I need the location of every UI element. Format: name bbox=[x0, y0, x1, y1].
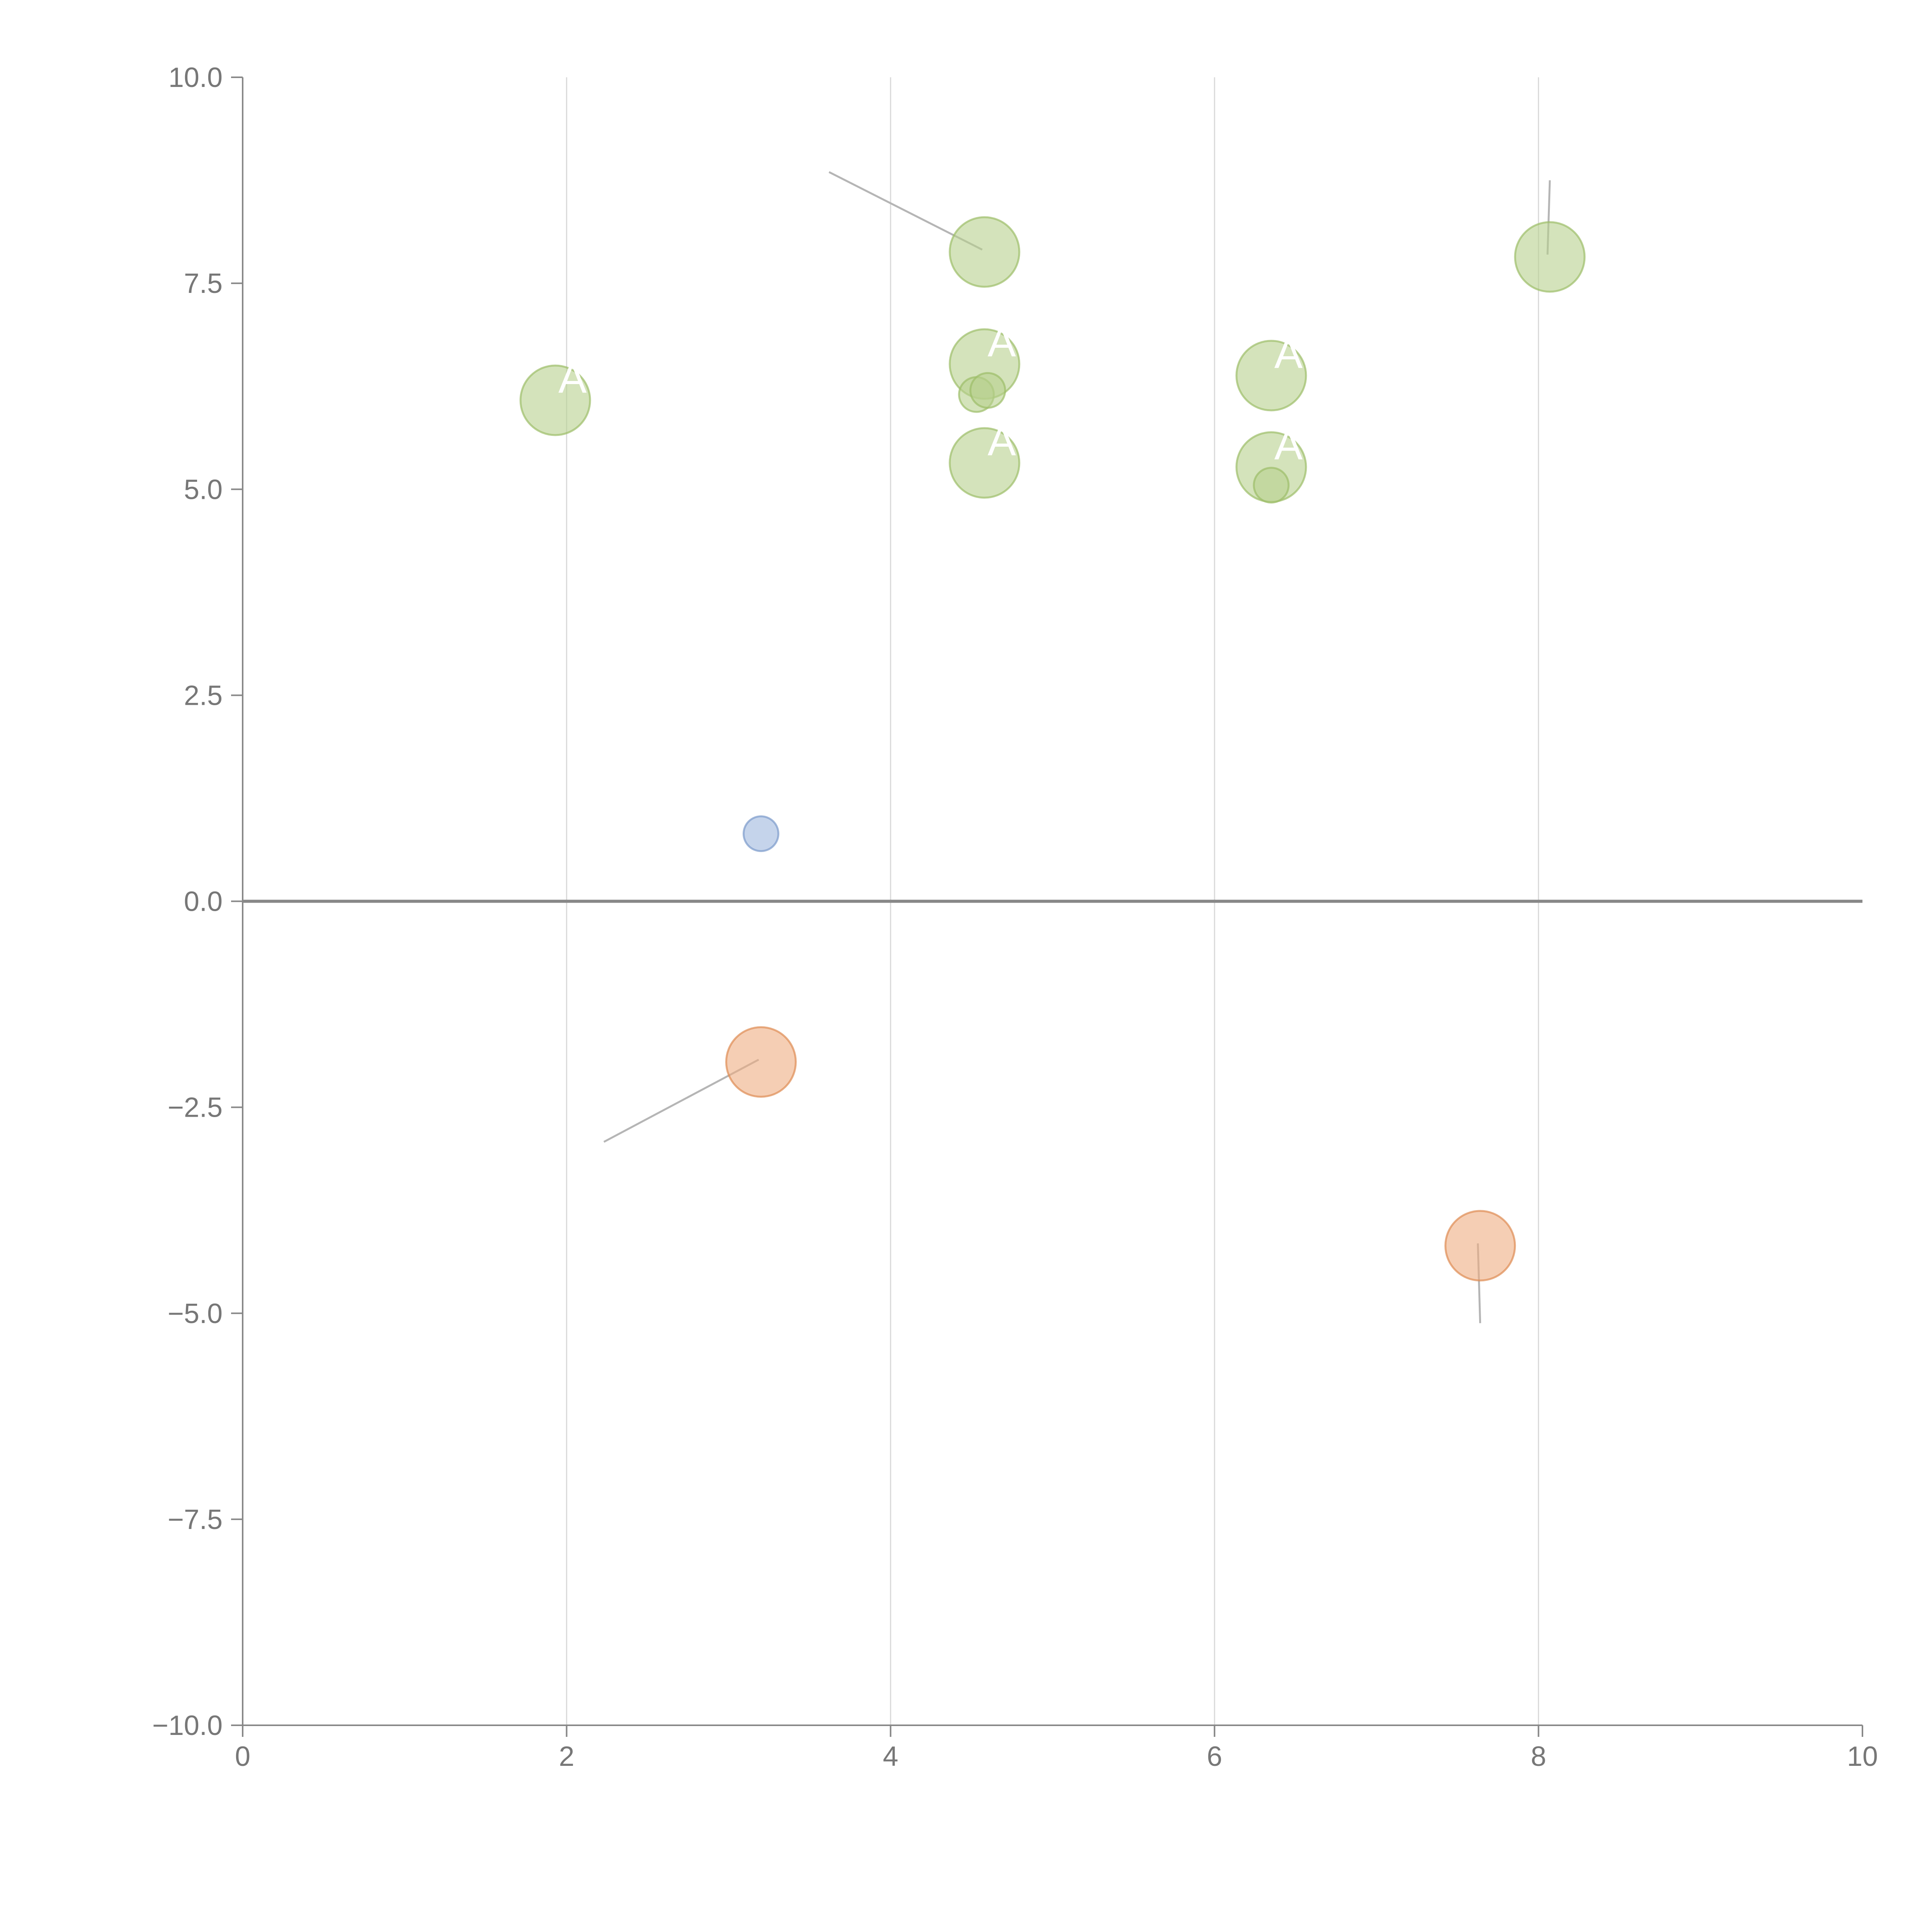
orange-bubble bbox=[1444, 1210, 1516, 1282]
y-tick-label: −5.0 bbox=[168, 1298, 223, 1329]
leader-lines bbox=[603, 171, 1551, 1323]
y-tick-label: 10.0 bbox=[168, 62, 223, 93]
bubble-label: A bbox=[988, 417, 1016, 464]
bubble-label: A bbox=[1274, 330, 1303, 377]
bubble-label: A bbox=[558, 354, 587, 402]
bubble-labels: AA AA A bbox=[558, 318, 1303, 469]
green-bubble bbox=[1253, 467, 1290, 504]
x-tick-label: 6 bbox=[1207, 1741, 1222, 1772]
green-bubble bbox=[949, 216, 1020, 288]
y-tick-label: 2.5 bbox=[184, 680, 223, 711]
x-tick-label: 0 bbox=[235, 1741, 250, 1772]
y-tick-label: 0.0 bbox=[184, 886, 223, 917]
bubble-label: A bbox=[988, 318, 1016, 366]
green-bubble bbox=[519, 364, 591, 436]
axis-ticks: 0 2 4 6 8 10 10.0 7.5 5.0 2.5 0.0 −2.5 −5.0 −7.5 −10.0 bbox=[152, 62, 1878, 1772]
orange-bubble bbox=[725, 1026, 797, 1098]
y-tick-label: −7.5 bbox=[168, 1504, 223, 1535]
y-tick-label: 7.5 bbox=[184, 268, 223, 299]
bubbles bbox=[519, 216, 1586, 1282]
y-tick-label: 5.0 bbox=[184, 474, 223, 505]
y-tick-label: −10.0 bbox=[152, 1710, 223, 1741]
x-tick-label: 4 bbox=[883, 1741, 898, 1772]
x-tick-label: 2 bbox=[559, 1741, 574, 1772]
green-bubble bbox=[1235, 340, 1307, 412]
bubble-label: A bbox=[1274, 421, 1303, 469]
green-bubble bbox=[949, 427, 1020, 499]
blue-bubble bbox=[742, 815, 779, 852]
green-bubble bbox=[969, 372, 1006, 409]
y-tick-label: −2.5 bbox=[168, 1092, 223, 1123]
axes bbox=[242, 77, 1862, 1726]
x-tick-label: 8 bbox=[1531, 1741, 1546, 1772]
green-bubble bbox=[1514, 221, 1586, 293]
x-tick-label: 10 bbox=[1847, 1741, 1878, 1772]
